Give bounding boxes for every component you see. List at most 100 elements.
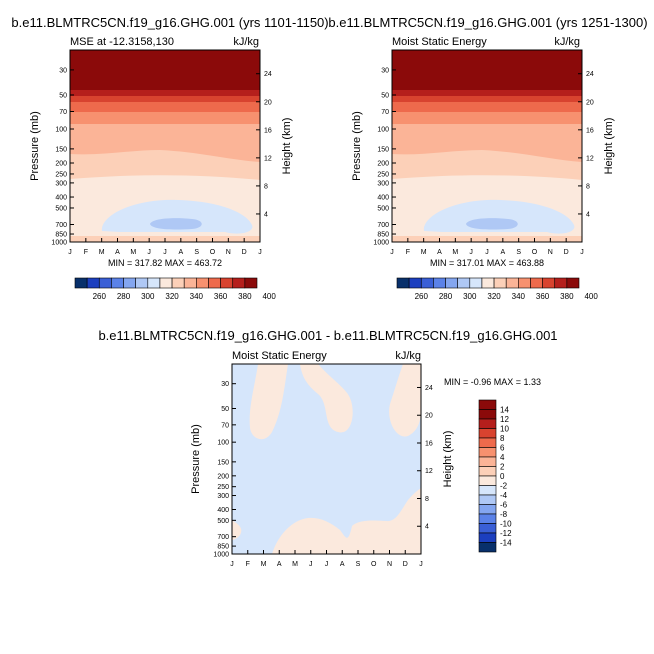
panel-2-ylabel: Pressure (mb) xyxy=(351,111,363,181)
panel-1-subtitle-right: kJ/kg xyxy=(233,36,259,48)
panel-3-colorbar-cell xyxy=(478,437,497,448)
panel-1-colorbar-cell xyxy=(123,277,136,289)
panel-3-y-right-tick-label: 24 xyxy=(425,385,433,392)
panel-1-y-right-tick-label: 24 xyxy=(264,71,272,78)
panel-2-colorbar-label: 260 xyxy=(415,292,429,301)
panel-1-colorbar-cell xyxy=(147,277,161,289)
panel-3-colorbar-cell xyxy=(478,456,497,467)
panel-3-colorbar-cell xyxy=(478,532,497,543)
panel-3-x-tick-label: O xyxy=(371,561,377,568)
panel-1-y-tick-label: 400 xyxy=(55,195,67,202)
panel-2-colorbar-cell xyxy=(505,277,519,289)
panel-3-colorbar-cell xyxy=(478,542,497,553)
panel-3-title: b.e11.BLMTRC5CN.f19_g16.GHG.001 - b.e11.… xyxy=(98,328,557,343)
panel-3-y-right-tick-label: 20 xyxy=(425,413,433,420)
panel-1-colorbar-cell xyxy=(159,277,173,289)
panel-3-colorbar-label: 4 xyxy=(500,453,505,462)
panel-3-ylabel: Pressure (mb) xyxy=(190,424,202,494)
panel-1-ylabel: Pressure (mb) xyxy=(29,111,41,181)
panel-2-x-tick-label: A xyxy=(437,249,442,256)
panel-3-x-tick-label: J xyxy=(309,561,313,568)
panel-1-x-tick-label: D xyxy=(242,249,247,256)
panel-1-x-tick-label: M xyxy=(130,249,136,256)
panel-1-colorbar-cell xyxy=(86,277,100,289)
panel-3-colorbar-cell xyxy=(478,466,497,477)
panel-2-colorbar-cell xyxy=(408,277,422,289)
panel-3: b.e11.BLMTRC5CN.f19_g16.GHG.001 - b.e11.… xyxy=(98,328,557,568)
panel-2-colorbar-label: 300 xyxy=(463,292,477,301)
panel-1-y-tick-label: 300 xyxy=(55,180,67,187)
panel-2-colorbar-cell xyxy=(433,277,446,289)
panel-3-subtitle-right: kJ/kg xyxy=(395,350,421,362)
panel-2-y-tick-label: 1000 xyxy=(373,240,389,247)
panel-2-y-tick-label: 70 xyxy=(381,109,389,116)
panel-1-ylabel-right: Height (km) xyxy=(281,118,293,175)
panel-2-y-tick-label: 30 xyxy=(381,67,389,74)
panel-2-colorbar-cell xyxy=(457,277,471,289)
panel-2-band-320 xyxy=(466,218,518,230)
panel-3-y-tick-label: 300 xyxy=(217,493,229,500)
panel-3-colorbar-label: -6 xyxy=(500,501,508,510)
panel-1-y-tick-label: 200 xyxy=(55,161,67,168)
panel-2-colorbar-label: 380 xyxy=(560,292,574,301)
panel-3-colorbar-cell xyxy=(478,513,497,524)
panel-3-y-right-tick-label: 8 xyxy=(425,496,429,503)
panel-3-colorbar-cell xyxy=(478,475,497,486)
panel-1-y-tick-label: 850 xyxy=(55,232,67,239)
panel-2-x-tick-label: A xyxy=(500,249,505,256)
panel-2-colorbar-cell xyxy=(518,277,531,289)
panel-1-colorbar-cell xyxy=(220,277,234,289)
panel-2-y-right-tick-label: 12 xyxy=(586,155,594,162)
panel-3-y-tick-label: 200 xyxy=(217,473,229,480)
panel-2-x-tick-label: M xyxy=(452,249,458,256)
panel-3-y-right-tick-label: 4 xyxy=(425,524,429,531)
panel-3-y-tick-label: 30 xyxy=(221,381,229,388)
panel-3-x-tick-label: J xyxy=(325,561,329,568)
panel-1-y-tick-label: 150 xyxy=(55,146,67,153)
panel-3-colorbar-label: -10 xyxy=(500,520,512,529)
panel-2-colorbar-cell xyxy=(445,277,458,289)
panel-1-y-right-tick-label: 8 xyxy=(264,183,268,190)
panel-1-stats: MIN = 317.82 MAX = 463.72 xyxy=(108,258,222,268)
panel-3-x-tick-label: N xyxy=(387,561,392,568)
panel-2-stats: MIN = 317.01 MAX = 463.88 xyxy=(430,258,544,268)
panel-1-y-tick-label: 100 xyxy=(55,126,67,133)
panel-1-y-tick-label: 70 xyxy=(59,109,67,116)
panel-1-y-tick-label: 500 xyxy=(55,205,67,212)
panel-2-y-right-tick-label: 24 xyxy=(586,71,594,78)
panel-1-colorbar-label: 320 xyxy=(165,292,179,301)
panel-3-colorbar-cell xyxy=(478,523,497,534)
panel-2-x-tick-label: N xyxy=(548,249,553,256)
panel-1-y-right-tick-label: 12 xyxy=(264,155,272,162)
panel-2-y-tick-label: 850 xyxy=(377,232,389,239)
panel-3-y-tick-label: 700 xyxy=(217,534,229,541)
panel-2-colorbar-cell xyxy=(469,277,483,289)
panel-2-y-tick-label: 150 xyxy=(377,146,389,153)
panel-2-colorbar-cell xyxy=(493,277,507,289)
panel-3-y-tick-label: 400 xyxy=(217,507,229,514)
panel-2-colorbar-cell xyxy=(481,277,495,289)
panel-2-y-tick-label: 500 xyxy=(377,205,389,212)
panel-1-colorbar-label: 300 xyxy=(141,292,155,301)
panel-2-colorbar-label: 360 xyxy=(536,292,550,301)
panel-1-x-tick-label: O xyxy=(210,249,216,256)
panel-3-band-positive-upper-right xyxy=(389,364,421,437)
panel-1-title: b.e11.BLMTRC5CN.f19_g16.GHG.001 (yrs 110… xyxy=(11,15,328,30)
panel-2-colorbar-label: 320 xyxy=(487,292,501,301)
panel-2-subtitle-left: Moist Static Energy xyxy=(392,36,487,48)
panel-1-y-right-ticks: 24 20 16 12 8 4 xyxy=(256,71,272,218)
panel-3-colorbar-cell xyxy=(478,494,497,505)
panel-3-colorbar-cell xyxy=(478,418,497,429)
panel-3-colorbar-label: 10 xyxy=(500,425,509,434)
panel-3-y-tick-label: 500 xyxy=(217,518,229,525)
panel-1-y-tick-label: 50 xyxy=(59,92,67,99)
panel-2-colorbar-cell xyxy=(554,277,568,289)
panel-1-y-tick-label: 700 xyxy=(55,222,67,229)
panel-2: b.e11.BLMTRC5CN.f19_g16.GHG.001 (yrs 125… xyxy=(328,15,647,301)
panel-2-y-right-ticks: 24 20 16 12 8 4 xyxy=(578,71,594,218)
panel-1-colorbar-cell xyxy=(74,277,88,289)
panel-3-x-tick-label: F xyxy=(246,561,250,568)
